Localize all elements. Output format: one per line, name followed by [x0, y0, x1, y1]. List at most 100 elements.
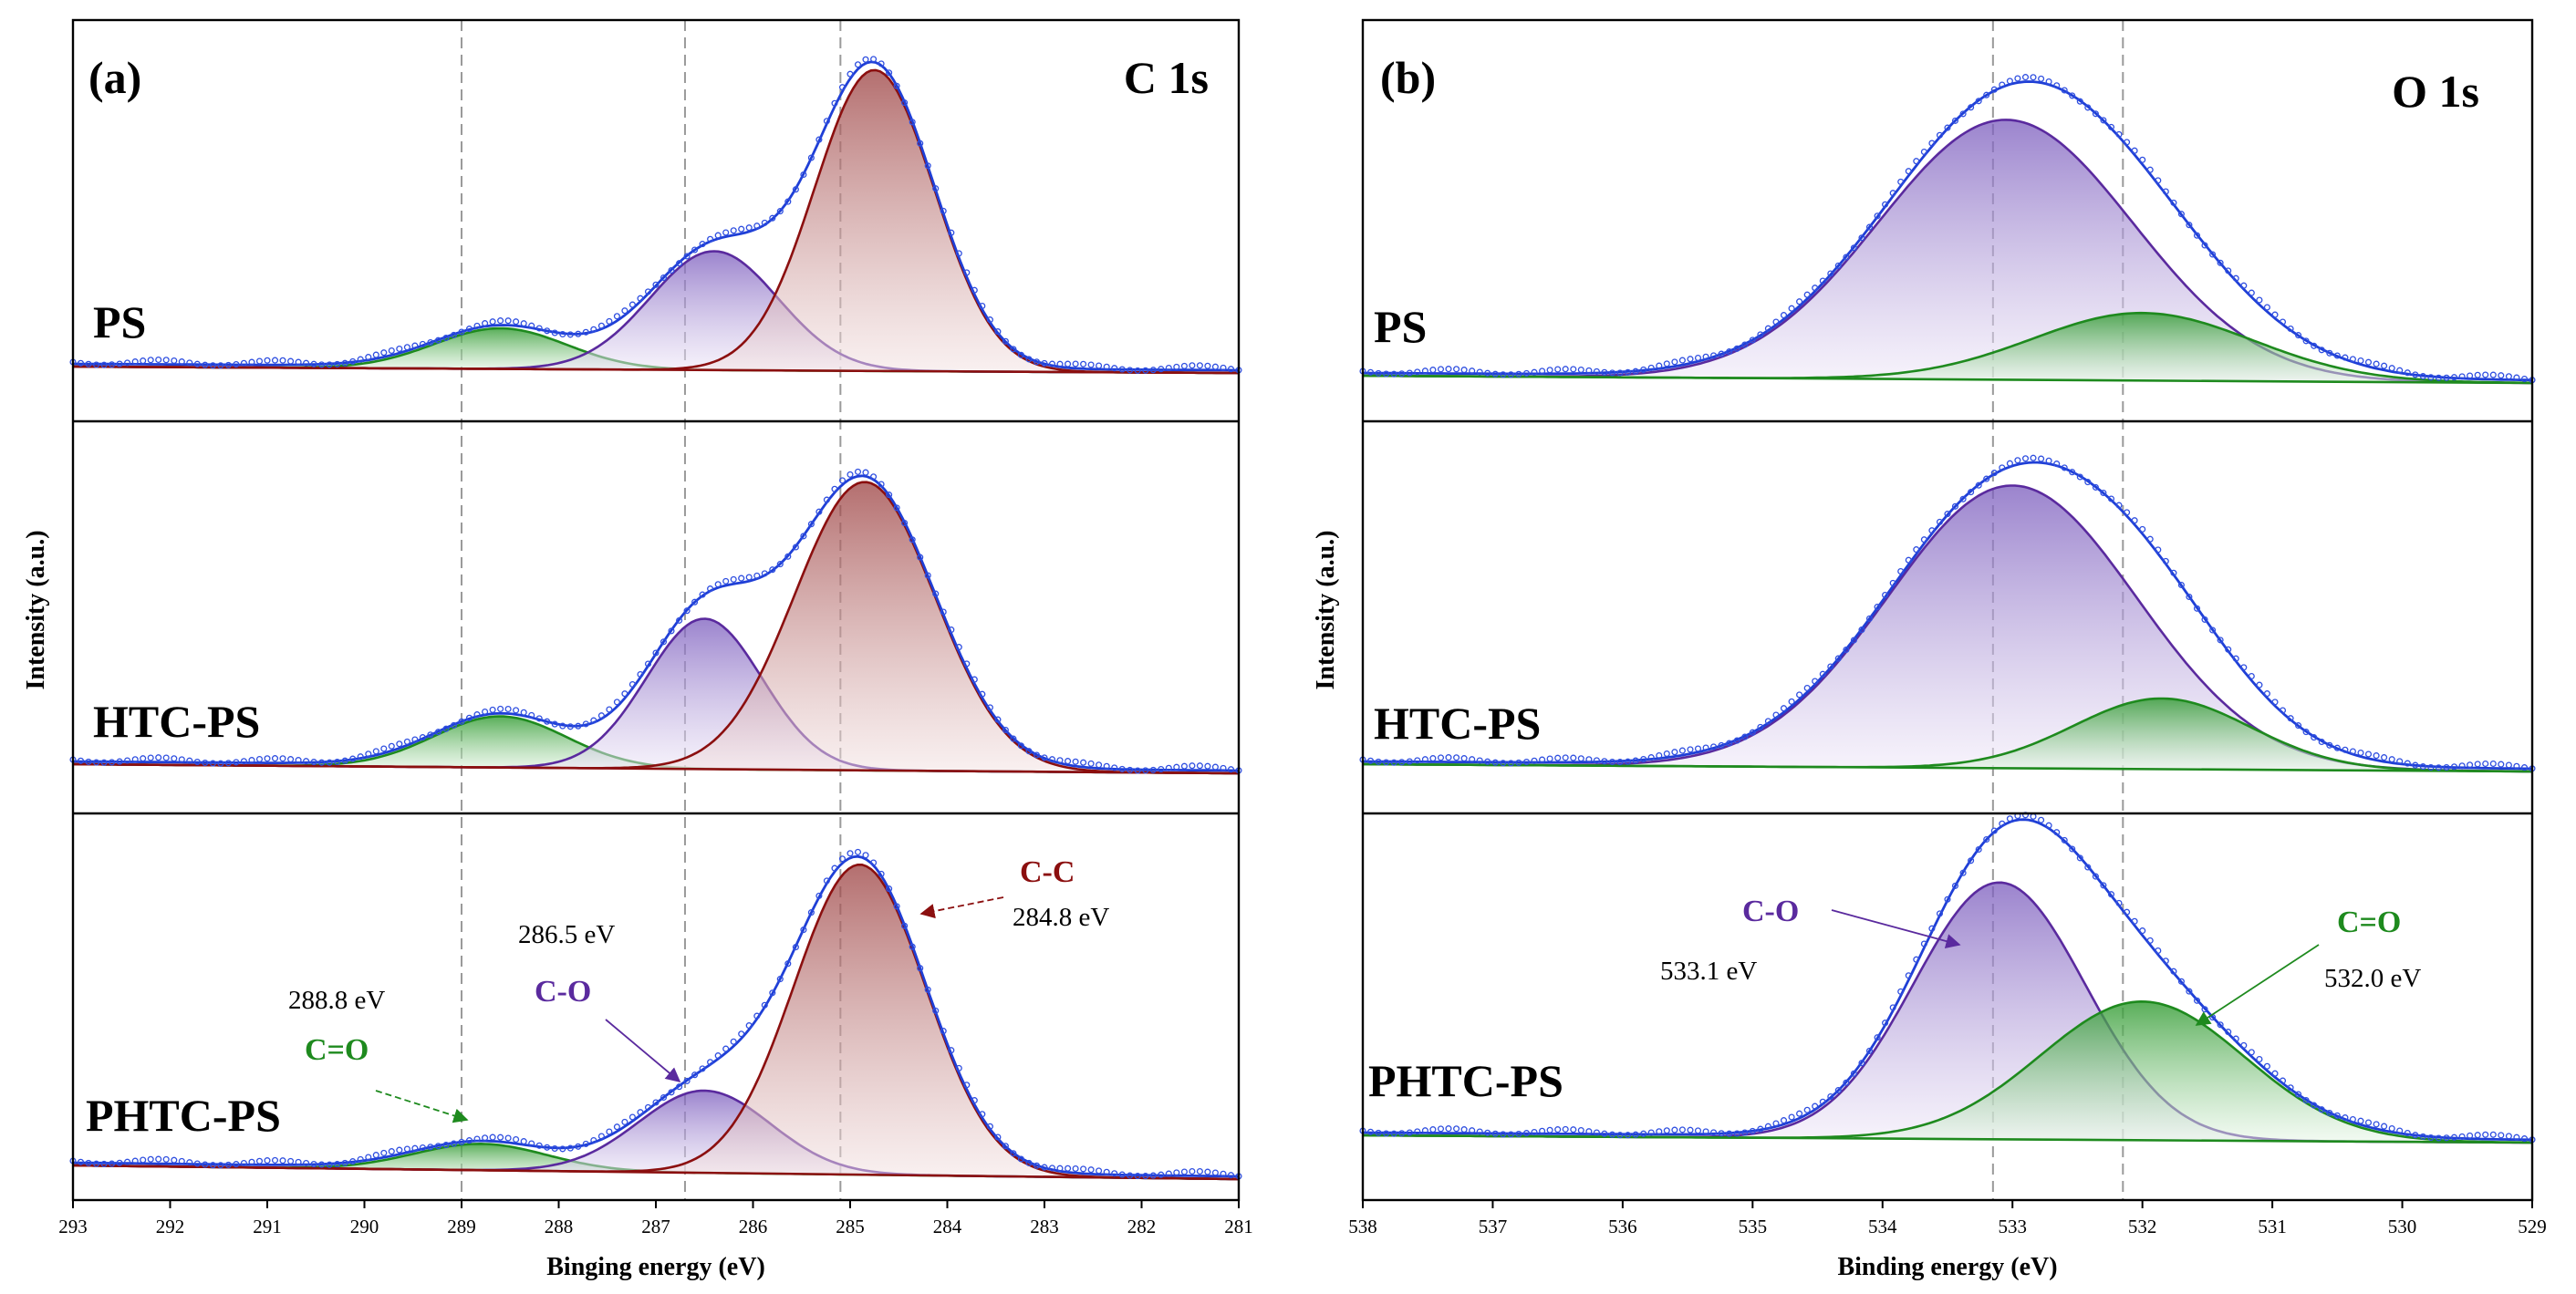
panel-a-ps-data-point	[940, 207, 947, 214]
panel-b-htc-ps-data-point	[1710, 743, 1718, 751]
panel-a-phtc-ps-data-point	[886, 885, 893, 893]
panel-a-htc-ps-data-point	[893, 504, 900, 512]
panel-b-phtc-ps-data-point	[1913, 956, 1920, 963]
panel-b-ps-data-point	[1796, 298, 1803, 305]
panel-a-ps-data-point	[893, 82, 900, 89]
panel-b-ps-data-point	[2061, 87, 2068, 94]
panel-a-htc-ps-data-point	[178, 756, 185, 763]
panel-a-phtc-ps-data-point	[357, 1155, 364, 1163]
panel-a-phtc-ps-data-point	[279, 1157, 286, 1165]
panel-a-phtc-ps-data-point	[248, 1158, 255, 1165]
panel-b-htc-ps-data-point	[2038, 455, 2045, 462]
panel-b-ps-data-point	[2489, 371, 2497, 378]
panel-b-phtc-ps-data-point	[2326, 1109, 2333, 1117]
panel-b-htc-ps-data-point	[2092, 483, 2099, 491]
panel-b-ps-data-point	[1850, 244, 1857, 252]
panel-b-ps-data-point	[2045, 78, 2052, 86]
panel-a-phtc-ps-data-point	[528, 1140, 535, 1147]
panel-a-phtc-ps-data-point	[513, 1135, 520, 1144]
panel-b-phtc-ps-data-point	[2162, 958, 2169, 965]
panel-b-phtc-ps-data-point	[2155, 947, 2162, 955]
panel-a-htc-ps-data-point	[504, 705, 512, 713]
panel-b-htc-ps-data-point	[2342, 746, 2349, 753]
panel-a-htc-ps-data-point	[551, 720, 558, 728]
panel-a-htc-ps-data-point	[85, 758, 92, 765]
panel-a-ps-data-point	[131, 358, 139, 366]
panel-a-ps-data-point	[465, 326, 473, 333]
panel-a-htc-ps-data-point	[100, 759, 108, 766]
panel-b-ps-data-point	[2467, 372, 2474, 379]
panel-b-ps-data-point	[1406, 369, 1413, 377]
panel-a-phtc-ps-data-point	[761, 1001, 768, 1009]
panel-a: 293 292 291 290 289 288 287 286 285 284 283 282 281 …	[22, 18, 1253, 1281]
panel-a-ps-data-point	[326, 361, 333, 368]
panel-a-htc-ps-data-point	[753, 572, 761, 579]
panel-a-ps-data-point	[1080, 360, 1087, 367]
panel-b-htc-ps-data-point	[1671, 749, 1678, 756]
panel-b-htc-ps-data-point	[1570, 754, 1577, 761]
panel-a-ps-data-point	[116, 360, 123, 367]
panel-a-htc-ps-data-point	[131, 756, 139, 763]
panel-a-phtc-ps-data-point	[730, 1038, 737, 1045]
panel-b-y-axis-title: Intensity (a.u.)	[1312, 530, 1340, 689]
panel-a-phtc-ps-data-point	[193, 1160, 201, 1167]
panel-a-htc-ps-data-point	[287, 756, 295, 763]
panel-a-htc-ps-data-point	[971, 676, 978, 683]
panel-b-annot-ceo-arrow	[2195, 944, 2320, 1026]
panel-a-htc-ps-data-point	[924, 572, 931, 579]
panel-b-phtc-ps-data-point	[2069, 845, 2076, 853]
panel-a-ps-data-point	[1189, 362, 1196, 369]
panel-a-htc-ps-data-point	[482, 708, 489, 716]
panel-a-ps-data-point	[264, 357, 271, 364]
panel-b-htc-ps-data-point	[2030, 454, 2037, 461]
panel-b-annot-ceo-label: C=O	[2337, 906, 2401, 939]
panel-b-ps-data-point	[2458, 373, 2466, 380]
panel-a-htc-ps-data-point	[513, 707, 520, 714]
panel-b-htc-ps-peak-c-o-fill	[1363, 485, 2532, 771]
panel-a-phtc-ps-data-point	[683, 1077, 691, 1084]
panel-b-phtc-ps-data-point	[2381, 1123, 2388, 1130]
panel-a-ps-data-point	[380, 349, 388, 357]
panel-b-phtc-ps-data-point	[1905, 972, 1912, 979]
panel-b-htc-ps-data-point	[2021, 455, 2030, 462]
panel-b-ps-data-point	[2373, 360, 2380, 367]
panel-a-htc-ps-data-point	[847, 471, 854, 478]
panel-b-htc-ps-data-point	[2498, 761, 2505, 768]
panel-b-ps-data-point	[1788, 305, 1795, 312]
panel-b-ps-data-point	[2302, 337, 2310, 345]
panel-b-ps-data-point	[2427, 374, 2435, 381]
panel-b-phtc-ps-data-point	[2349, 1115, 2356, 1123]
panel-b-ps-data-point	[1414, 368, 1421, 376]
panel-a-htc-ps-data-point	[155, 754, 162, 761]
panel-a-phtc-ps-data-point	[940, 1028, 947, 1035]
panel-a-htc-ps-data-point	[217, 760, 224, 767]
panel-a-htc-ps-data-point	[1211, 763, 1219, 771]
panel-b-htc-ps-background-line	[1362, 762, 2533, 773]
panel-a-phtc-ps-data-point	[979, 1111, 986, 1118]
panel-b-phtc-ps-data-point	[1640, 1130, 1647, 1137]
panel-b-htc-ps-data-point	[2396, 758, 2404, 765]
panel-b-ps-data-point	[2520, 375, 2529, 383]
panel-a-annot-co-arrow	[605, 1019, 681, 1083]
panel-b-htc-ps-data-point	[2225, 646, 2232, 653]
panel-a-htc-ps-data-point	[901, 519, 909, 527]
panel-a-ps-data-point	[528, 322, 535, 329]
panel-b-htc-ps-data-point	[1687, 746, 1694, 753]
panel-b-ps-data-point	[1999, 81, 2006, 88]
panel-a-htc-ps-data-point	[1220, 764, 1227, 771]
panel-b-ps-data-point	[1757, 331, 1764, 338]
panel-a-ps-data-point	[233, 360, 240, 368]
panel-b-htc-ps-data-point	[1944, 511, 1951, 518]
panel-b-phtc-ps-data-point	[1710, 1129, 1718, 1136]
panel-b-phtc-ps-data-point	[2263, 1062, 2270, 1070]
panel-b-htc-ps-data-point	[2170, 569, 2177, 576]
panel-a-htc-ps-data-point	[668, 627, 675, 635]
panel-b-ps-data-point	[2170, 199, 2177, 206]
panel-a-annot-co-energy: 286.5 eV	[518, 920, 615, 949]
panel-a-sample-htc-ps: HTC-PS	[93, 696, 260, 747]
panel-a-htc-ps-data-point	[419, 734, 426, 741]
panel-b-ps-data-point	[1585, 367, 1593, 374]
panel-b-htc-ps-data-point	[2186, 593, 2193, 601]
panel-b-htc-ps-data-point	[1936, 518, 1944, 525]
panel-a-htc-ps-data-point	[233, 759, 240, 766]
